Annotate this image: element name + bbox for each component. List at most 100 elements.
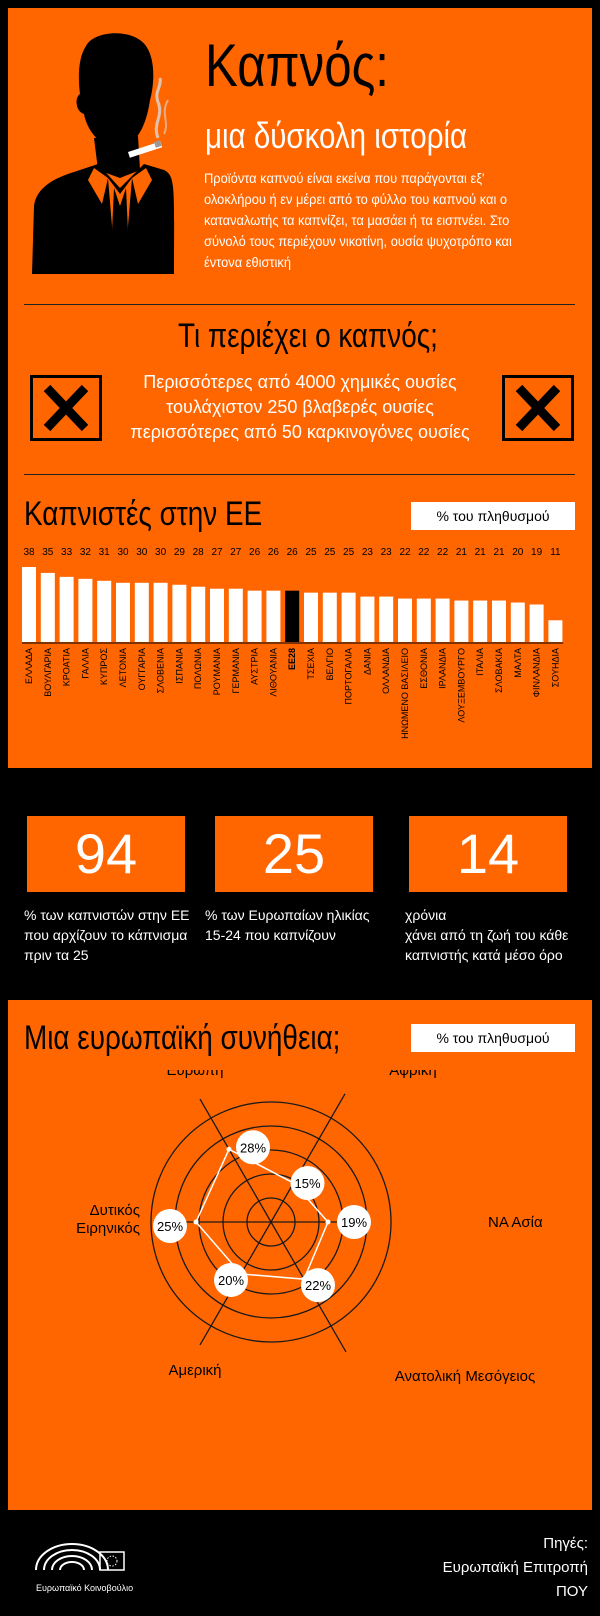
bar-value-label: 29 [174, 547, 186, 558]
bar-value-label: 35 [42, 547, 54, 558]
page-title: Καπνός: [205, 32, 389, 99]
bar-category-label: ΛΕΤΟΝΙΑ [118, 648, 128, 687]
intro-line: ολοκλήρου ή εν μέρει από το φύλλο του κα… [204, 191, 508, 207]
bar-value-label: 25 [343, 547, 355, 558]
smokers-title: Καπνιστές στην ΕΕ [24, 495, 263, 533]
unit-label: % του πληθυσμού [411, 1024, 575, 1052]
bar-value-label: 11 [550, 547, 561, 558]
radar-ring [150, 1101, 392, 1343]
bar [435, 598, 450, 642]
bar-category-label: ΑΥΣΤΡΙΑ [250, 648, 260, 685]
stat-caption-line: καπνιστής κατά μέσο όρο [405, 947, 563, 963]
bar-value-label: 21 [475, 547, 487, 558]
bar-category-label: ΠΟΡΤΟΓΑΛΙΑ [344, 648, 354, 705]
bar [191, 586, 206, 642]
radar-value-label: 19% [341, 1215, 367, 1230]
radar-point [325, 1219, 331, 1225]
sources-title: Πηγές: [543, 1535, 588, 1552]
smokers-bar-chart: 38 ΕΛΛΑΔΑ 35 ΒΟΥΛΓΑΡΙΑ 33 ΚΡΟΑΤΙΑ 32 ΓΑΛΛΙΑ 31 ΚΥ… [22, 547, 564, 739]
bar [473, 600, 488, 642]
parliament-logo-icon [35, 1543, 125, 1571]
bar-category-label: ΒΟΥΛΓΑΡΙΑ [43, 648, 53, 697]
stat-caption-line: 15-24 που καπνίζουν [205, 927, 336, 943]
bar [153, 582, 168, 642]
bar-category-label: ΚΡΟΑΤΙΑ [62, 648, 72, 686]
source-item: Ευρωπαϊκή Επιτροπή [442, 1559, 588, 1576]
bar-value-label: 26 [249, 547, 261, 558]
regions-radar-chart: 28% 15% 19% 22% 20% 25% Ευρώπη Αφρική ΝΑ Ασία Ανα… [76, 1070, 543, 1385]
bar [379, 596, 394, 642]
bar-category-label: ΦΙΝΛΑΝΔΙΑ [532, 648, 542, 697]
bar [529, 604, 544, 642]
stat-caption-line: χρόνια [405, 907, 447, 923]
bar-value-label: 22 [418, 547, 430, 558]
stat-box: 94 [24, 813, 188, 895]
contains-title: Τι περιέχει ο καπνός; [178, 317, 438, 355]
radar-value-badge [236, 1130, 270, 1165]
bar-value-label: 23 [362, 547, 374, 558]
bar-category-label: ΗΝΩΜΕΝΟ ΒΑΣΙΛΕΙΟ [400, 648, 410, 739]
intro-line: Προϊόντα καπνού είναι εκείνα που παράγον… [204, 170, 485, 186]
bar-value-label: 21 [493, 547, 505, 558]
radar-category-label: Ανατολική Μεσόγειος [395, 1368, 535, 1385]
bar-category-label: ΕΛΛΑΔΑ [24, 648, 34, 684]
bar-category-label: ΟΛΛΑΝΔΙΑ [381, 648, 391, 694]
bar-value-label: 19 [531, 547, 543, 558]
stat-caption-line: % των Ευρωπαίων ηλικίας [205, 907, 370, 923]
bar-category-label: ΤΣΕΧΙΑ [306, 648, 316, 680]
bar-category-label: ΛΟΥΞΕΜΒΟΥΡΓΟ [456, 648, 466, 723]
bar [322, 592, 337, 642]
stat-value: 14 [456, 822, 520, 885]
radar-value-label: 15% [294, 1176, 320, 1191]
radar-value-badge [337, 1205, 371, 1239]
bar-category-label: ΓΕΡΜΑΝΙΑ [231, 648, 241, 693]
hazard-left-icon [30, 375, 102, 441]
radar-value-label: 25% [157, 1219, 183, 1234]
bar-category-label: ΠΟΛΩΝΙΑ [193, 648, 203, 689]
divider [24, 474, 575, 475]
stat-caption-line: χάνει από τη ζωή του κάθε [405, 927, 569, 943]
bar [510, 602, 525, 642]
bar [341, 592, 356, 642]
radar-value-badge [301, 1268, 335, 1303]
bar [416, 598, 431, 642]
stat-caption: χρόνια χάνει από τη ζωή του κάθε καπνιστ… [405, 905, 568, 965]
stat-box: 14 [406, 813, 570, 895]
bar-category-label: ΜΑΛΤΑ [513, 648, 523, 678]
bar-value-label: 22 [437, 547, 449, 558]
page-subtitle: μια δύσκολη ιστορία [205, 115, 468, 156]
radar-value-label: 20% [218, 1273, 244, 1288]
bar-value-label: 21 [456, 547, 468, 558]
radar-value-label: 22% [305, 1278, 331, 1293]
contains-line: περισσότερες από 50 καρκινογόνες ουσίες [130, 422, 470, 442]
bar [172, 584, 187, 642]
stat-caption: % των Ευρωπαίων ηλικίας 15-24 που καπνίζ… [205, 905, 370, 945]
bar-category-label: ΣΛΟΒΑΚΙΑ [494, 648, 504, 693]
bar [492, 600, 506, 642]
radar-category-label: ΝΑ Ασία [488, 1214, 543, 1231]
habit-panel [8, 1000, 592, 1510]
bar-category-label: ΟΥΓΓΑΡΙΑ [137, 648, 147, 690]
bar-value-label: 20 [512, 547, 524, 558]
bar-value-label: 26 [287, 547, 299, 558]
bar-value-label: 30 [136, 547, 148, 558]
bar-category-label: ΛΙΘΟΥΑΝΙΑ [268, 648, 278, 697]
radar-axis [270, 1093, 346, 1223]
bar-category-label: ΙΤΑΛΙΑ [475, 648, 485, 676]
bar [228, 588, 243, 642]
bar-category-label: ΙΡΛΑΝΔΙΑ [438, 648, 448, 689]
divider [24, 304, 575, 305]
habit-title: Μια ευρωπαϊκή συνήθεια; [24, 1019, 341, 1057]
bar [285, 590, 300, 642]
radar-value-badge [214, 1262, 248, 1297]
bar [59, 576, 74, 642]
stat-caption-line: που αρχίζουν το κάπνισμα [24, 927, 188, 943]
source-item: ΠΟΥ [555, 1583, 588, 1600]
bar-value-label: 27 [211, 547, 223, 558]
bar-category-label: ΣΛΟΒΕΝΙΑ [156, 648, 166, 693]
stat-value: 94 [74, 822, 138, 885]
radar-value-badge [290, 1166, 325, 1201]
bar-value-label: 25 [305, 547, 317, 558]
bar-value-label: 31 [99, 547, 111, 558]
bar-category-label: ΒΕΛΓΙΟ [325, 648, 335, 680]
